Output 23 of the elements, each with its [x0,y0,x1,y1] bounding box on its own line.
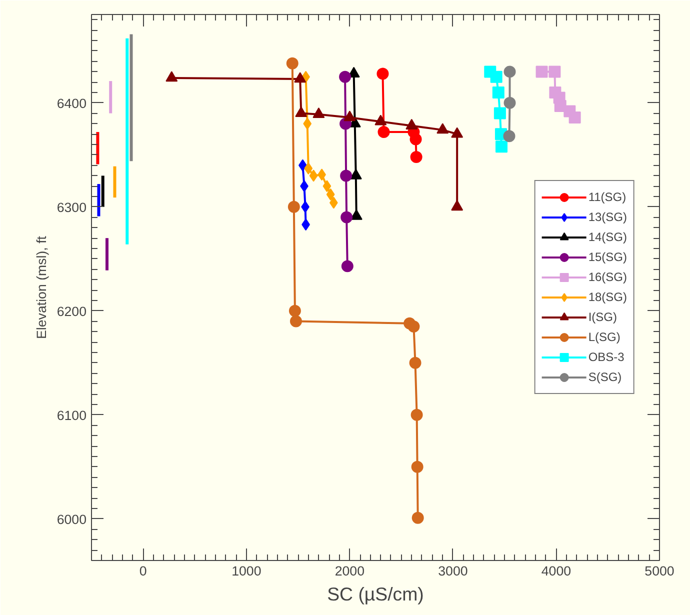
legend-label: L(SG) [588,330,620,344]
legend-label: 11(SG) [588,190,626,204]
x-tick-label: 4000 [541,564,572,578]
y-tick-label: 6100 [56,408,87,423]
legend-label: 16(SG) [588,270,627,284]
y-tick-label: 6000 [56,512,87,527]
x-tick-label: 2000 [334,564,365,578]
legend-label: 15(SG) [588,250,627,264]
y-tick-label: 6200 [56,304,87,319]
legend-label: 18(SG) [588,290,627,304]
y-axis-title: Elevation (msl), ft [34,236,49,339]
x-axis-title: SC (µS/cm) [327,584,424,604]
legend-label: 14(SG) [588,230,627,244]
x-tick-label: 3000 [438,564,468,578]
x-tick-label: 0 [139,564,147,578]
legend-label: I(SG) [588,310,617,324]
y-tick-label: 6300 [56,200,87,215]
y-tick-label: 6400 [56,96,87,111]
x-tick-label: 5000 [644,564,674,578]
legend-label: S(SG) [588,370,622,384]
legend-label: 13(SG) [588,210,627,224]
x-tick-label: 1000 [232,564,262,578]
legend-label: OBS-3 [588,350,624,364]
